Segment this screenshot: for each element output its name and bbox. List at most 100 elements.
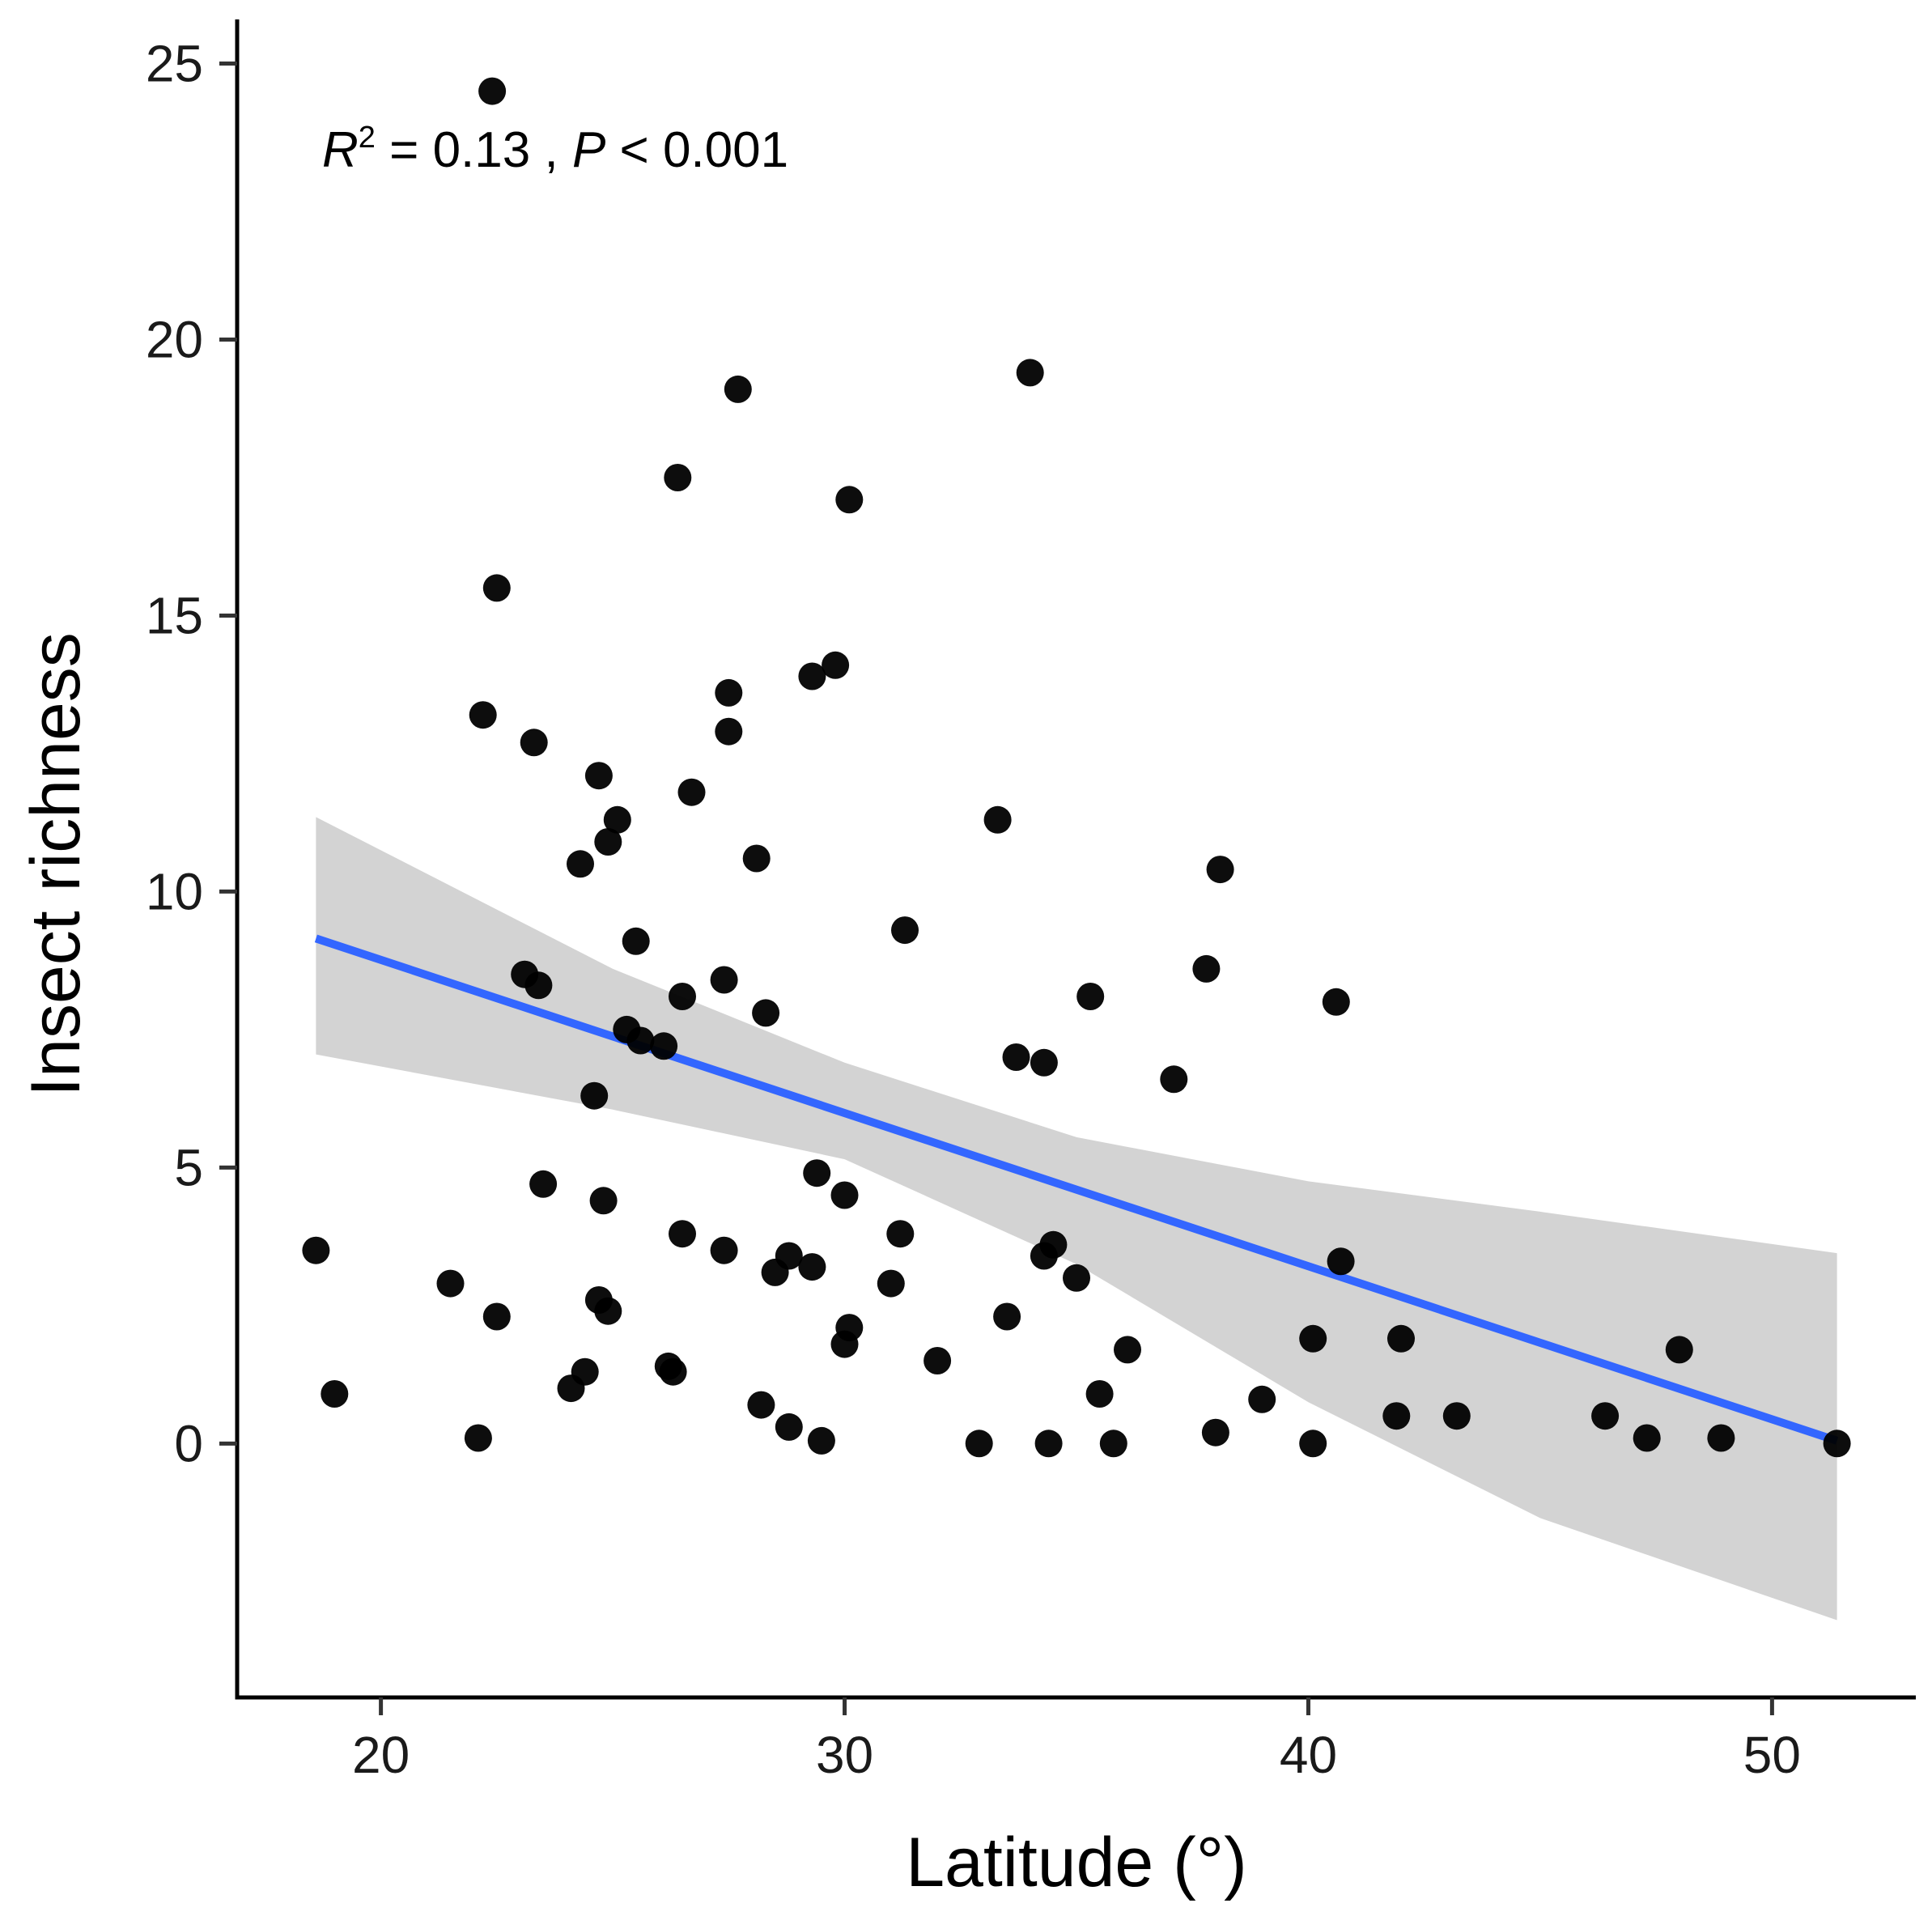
data-point (659, 1357, 687, 1386)
data-point (1327, 1247, 1355, 1276)
data-point (669, 1220, 696, 1248)
data-point (677, 778, 706, 806)
data-point (1192, 954, 1221, 983)
data-point (557, 1374, 585, 1403)
data-point (798, 1253, 826, 1281)
data-point (1034, 1430, 1063, 1458)
data-point (747, 1391, 775, 1419)
data-point (924, 1347, 952, 1374)
data-point (830, 1330, 859, 1358)
p-value: < 0.001 (605, 122, 788, 178)
data-points-layer (302, 77, 1851, 1458)
x-tick-label: 30 (816, 1726, 873, 1784)
data-point (321, 1380, 349, 1408)
data-point (482, 574, 511, 602)
data-point (724, 375, 752, 403)
data-point (1387, 1324, 1415, 1353)
data-point (1633, 1424, 1661, 1452)
r-value: = 0.13 , (376, 122, 572, 178)
data-point (965, 1430, 993, 1458)
data-point (1114, 1336, 1141, 1364)
data-point (798, 662, 826, 690)
data-point (1382, 1402, 1411, 1430)
data-point (603, 805, 631, 834)
y-tick-label: 5 (174, 1138, 203, 1196)
data-point (650, 1032, 678, 1060)
data-point (983, 805, 1012, 834)
data-point (1030, 1048, 1058, 1077)
data-point (715, 717, 743, 746)
data-point (761, 1258, 789, 1286)
data-point (594, 1297, 622, 1325)
data-point (529, 1170, 558, 1198)
data-point (710, 966, 738, 994)
r-exponent: 2 (359, 121, 376, 155)
data-point (891, 916, 919, 945)
r-symbol: R (322, 122, 359, 178)
data-point (1442, 1402, 1471, 1430)
data-point (1707, 1424, 1735, 1452)
data-point (803, 1159, 831, 1187)
data-point (594, 828, 622, 856)
data-point (436, 1269, 465, 1298)
data-point (752, 999, 780, 1027)
data-point (664, 464, 692, 491)
data-point (710, 1236, 738, 1264)
y-tick-label: 25 (146, 35, 203, 93)
data-point (1030, 1242, 1058, 1270)
regression-line (314, 934, 1839, 1445)
data-point (478, 77, 507, 105)
data-point (1299, 1324, 1327, 1353)
data-point (1299, 1430, 1327, 1458)
y-tick-label: 10 (146, 862, 203, 920)
x-axis-title: Latitude (°) (906, 1824, 1247, 1901)
data-point (1076, 983, 1105, 1010)
data-point (1085, 1380, 1114, 1408)
data-point (830, 1181, 859, 1209)
p-symbol: P (572, 122, 605, 178)
y-axis-title: Insect richness (17, 632, 95, 1097)
data-point (1665, 1336, 1693, 1364)
data-point (1063, 1264, 1090, 1292)
axes-layer: 20 30 40 50 0 5 10 15 20 25 (146, 19, 1916, 1784)
data-point (589, 1187, 618, 1215)
data-point (622, 927, 650, 955)
data-point (626, 1026, 655, 1055)
y-tick-label: 20 (146, 311, 203, 369)
data-point (1099, 1430, 1127, 1458)
data-point (464, 1424, 492, 1452)
r-squared-annotation: R2 = 0.13 , P < 0.001 (322, 121, 788, 178)
data-point (1248, 1385, 1276, 1413)
data-point (520, 729, 548, 757)
data-point (1206, 856, 1234, 884)
data-point (584, 762, 613, 790)
y-tick-label: 0 (174, 1414, 203, 1472)
data-point (742, 844, 771, 873)
data-point (524, 971, 553, 1000)
data-point (822, 651, 850, 679)
data-point (835, 486, 864, 514)
data-point (580, 1081, 609, 1110)
data-point (567, 850, 594, 878)
data-point (1160, 1065, 1188, 1094)
data-point (1322, 988, 1350, 1016)
x-tick-label: 20 (352, 1726, 410, 1784)
x-tick-label: 50 (1743, 1726, 1801, 1784)
data-point (302, 1236, 330, 1264)
data-point (993, 1302, 1021, 1331)
data-point (482, 1302, 511, 1331)
data-point (669, 983, 696, 1010)
data-point (877, 1269, 905, 1298)
data-point (1016, 359, 1044, 387)
data-point (715, 678, 743, 707)
data-point (886, 1220, 915, 1248)
x-tick-label: 40 (1280, 1726, 1337, 1784)
regression-line-layer (314, 934, 1839, 1445)
data-point (775, 1413, 803, 1441)
data-point (807, 1426, 835, 1455)
data-point (469, 701, 497, 729)
data-point (1591, 1402, 1620, 1430)
y-tick-label: 15 (146, 586, 203, 644)
